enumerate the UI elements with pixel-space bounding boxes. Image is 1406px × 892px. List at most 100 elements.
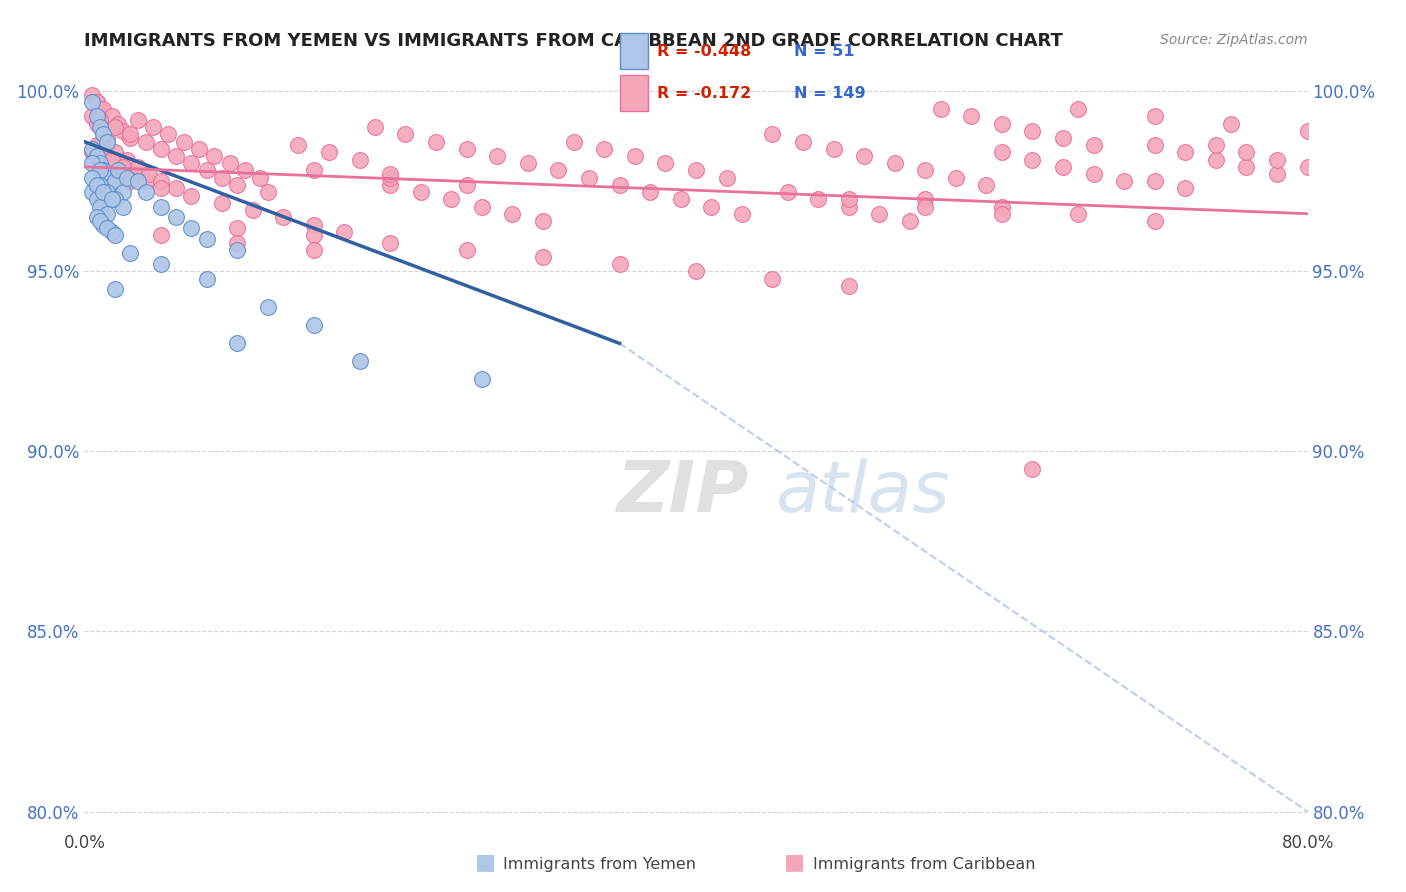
Point	[226, 336, 249, 351]
Point	[302, 218, 325, 232]
Point	[380, 235, 402, 250]
Point	[80, 95, 103, 109]
Point	[669, 192, 692, 206]
Text: ■: ■	[475, 853, 495, 872]
Point	[593, 142, 616, 156]
Point	[1114, 174, 1136, 188]
Point	[991, 145, 1014, 160]
Point	[945, 170, 967, 185]
Point	[149, 200, 172, 214]
Point	[1021, 124, 1043, 138]
Point	[180, 188, 202, 202]
Point	[869, 207, 891, 221]
Point	[80, 87, 103, 102]
Point	[609, 178, 631, 192]
Point	[89, 200, 111, 214]
Point	[547, 163, 569, 178]
Point	[1236, 145, 1258, 160]
Point	[104, 174, 127, 188]
Point	[349, 153, 371, 167]
FancyBboxPatch shape	[620, 76, 648, 111]
Point	[149, 228, 172, 243]
Text: Immigrants from Caribbean: Immigrants from Caribbean	[813, 857, 1035, 872]
Y-axis label: 2nd Grade: 2nd Grade	[0, 402, 6, 490]
Point	[80, 185, 103, 199]
Point	[1052, 160, 1074, 174]
Point	[135, 135, 157, 149]
Point	[91, 128, 114, 142]
Point	[104, 120, 127, 135]
Text: ■: ■	[785, 853, 804, 872]
Point	[471, 200, 494, 214]
Point	[104, 228, 127, 243]
Point	[180, 221, 202, 235]
Point	[91, 163, 114, 178]
Point	[716, 170, 738, 185]
Point	[302, 243, 325, 257]
Point	[853, 149, 876, 163]
Point	[287, 138, 309, 153]
Point	[180, 156, 202, 170]
Point	[101, 153, 124, 167]
Point	[562, 135, 585, 149]
Point	[226, 243, 249, 257]
Point	[96, 207, 118, 221]
Point	[685, 264, 707, 278]
Point	[1143, 110, 1166, 124]
Point	[127, 160, 149, 174]
Point	[1083, 167, 1105, 181]
Point	[380, 178, 402, 192]
Point	[96, 153, 118, 167]
Point	[195, 163, 218, 178]
Point	[135, 174, 157, 188]
Point	[115, 153, 138, 167]
Point	[89, 102, 111, 116]
Point	[101, 153, 124, 167]
Point	[157, 128, 180, 142]
Point	[271, 211, 294, 225]
Point	[991, 207, 1014, 221]
Point	[80, 156, 103, 170]
Point	[111, 124, 134, 138]
Point	[302, 228, 325, 243]
Point	[609, 257, 631, 271]
Point	[120, 131, 142, 145]
Point	[1143, 174, 1166, 188]
Point	[96, 170, 118, 185]
Text: R = -0.172: R = -0.172	[657, 86, 751, 101]
Point	[898, 214, 921, 228]
Point	[991, 117, 1014, 131]
Point	[531, 250, 554, 264]
Point	[101, 192, 124, 206]
Point	[1067, 207, 1090, 221]
Point	[792, 135, 814, 149]
Point	[173, 135, 195, 149]
Point	[89, 145, 111, 160]
Point	[111, 160, 134, 174]
Point	[86, 95, 108, 109]
Point	[149, 142, 172, 156]
Point	[425, 135, 447, 149]
Point	[165, 181, 187, 195]
Point	[101, 178, 124, 192]
Point	[91, 218, 114, 232]
Point	[80, 142, 103, 156]
Point	[104, 160, 127, 174]
Point	[456, 142, 478, 156]
Point	[456, 178, 478, 192]
Point	[486, 149, 509, 163]
Point	[188, 142, 211, 156]
Point	[115, 170, 138, 185]
Point	[638, 185, 661, 199]
Point	[89, 178, 111, 192]
Point	[142, 120, 165, 135]
Point	[318, 145, 340, 160]
Point	[111, 200, 134, 214]
Point	[1021, 153, 1043, 167]
Point	[91, 102, 114, 116]
Point	[700, 200, 723, 214]
Point	[96, 131, 118, 145]
Point	[89, 214, 111, 228]
Point	[86, 192, 108, 206]
Point	[761, 128, 783, 142]
